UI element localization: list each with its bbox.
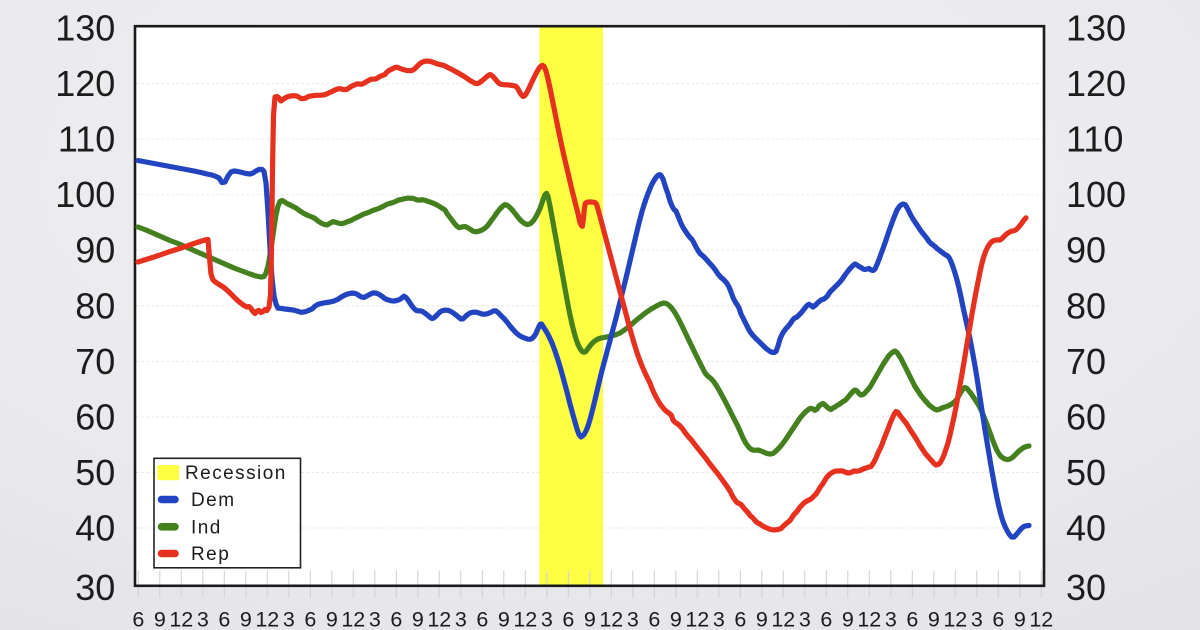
svg-text:9: 9 (842, 608, 854, 630)
svg-text:50: 50 (1066, 452, 1106, 493)
svg-text:40: 40 (75, 508, 115, 549)
svg-text:3: 3 (283, 608, 295, 630)
svg-text:110: 110 (1066, 119, 1123, 160)
svg-text:3: 3 (455, 608, 467, 630)
svg-text:90: 90 (75, 230, 115, 271)
svg-text:120: 120 (1066, 63, 1126, 104)
svg-text:9: 9 (154, 608, 166, 630)
svg-text:3: 3 (799, 608, 811, 630)
svg-text:6: 6 (476, 608, 488, 630)
svg-text:3: 3 (971, 608, 983, 630)
svg-text:12: 12 (255, 608, 279, 630)
svg-text:130: 130 (1066, 8, 1126, 49)
svg-text:80: 80 (75, 285, 115, 326)
svg-text:6: 6 (906, 608, 918, 630)
svg-text:9: 9 (670, 608, 682, 630)
svg-text:60: 60 (1066, 396, 1106, 437)
svg-text:12: 12 (857, 608, 881, 630)
svg-text:6: 6 (734, 608, 746, 630)
svg-text:100: 100 (55, 174, 115, 215)
svg-text:12: 12 (169, 608, 193, 630)
svg-text:40: 40 (1066, 508, 1106, 549)
svg-text:6: 6 (562, 608, 574, 630)
svg-text:9: 9 (928, 608, 940, 630)
svg-text:3: 3 (197, 608, 209, 630)
svg-text:6: 6 (992, 608, 1004, 630)
svg-text:6: 6 (132, 608, 144, 630)
svg-text:12: 12 (685, 608, 709, 630)
svg-text:3: 3 (541, 608, 553, 630)
svg-text:Rep: Rep (191, 544, 230, 565)
svg-text:12: 12 (943, 608, 967, 630)
svg-text:30: 30 (1066, 567, 1106, 608)
svg-text:90: 90 (1066, 230, 1106, 271)
svg-text:120: 120 (55, 63, 115, 104)
svg-text:30: 30 (75, 567, 115, 608)
svg-text:70: 70 (1066, 341, 1106, 382)
svg-text:9: 9 (584, 608, 596, 630)
svg-text:6: 6 (648, 608, 660, 630)
svg-text:3: 3 (713, 608, 725, 630)
svg-text:9: 9 (240, 608, 252, 630)
svg-text:12: 12 (513, 608, 537, 630)
svg-text:6: 6 (820, 608, 832, 630)
svg-text:6: 6 (390, 608, 402, 630)
svg-text:12: 12 (341, 608, 365, 630)
svg-text:9: 9 (326, 608, 338, 630)
svg-text:70: 70 (75, 341, 115, 382)
svg-text:12: 12 (599, 608, 623, 630)
svg-text:9: 9 (756, 608, 768, 630)
svg-text:9: 9 (498, 608, 510, 630)
svg-text:100: 100 (1066, 174, 1126, 215)
svg-text:60: 60 (75, 396, 115, 437)
svg-text:3: 3 (627, 608, 639, 630)
svg-text:110: 110 (58, 119, 115, 160)
svg-text:9: 9 (1014, 608, 1026, 630)
svg-text:12: 12 (427, 608, 451, 630)
svg-text:6: 6 (218, 608, 230, 630)
svg-text:12: 12 (771, 608, 795, 630)
svg-text:Dem: Dem (191, 490, 235, 511)
svg-text:3: 3 (369, 608, 381, 630)
svg-text:3: 3 (885, 608, 897, 630)
svg-text:130: 130 (55, 8, 115, 49)
svg-text:50: 50 (75, 452, 115, 493)
svg-text:Recession: Recession (185, 463, 287, 484)
svg-text:12: 12 (1029, 608, 1053, 630)
svg-text:Ind: Ind (191, 517, 222, 538)
svg-text:80: 80 (1066, 285, 1106, 326)
svg-text:9: 9 (412, 608, 424, 630)
svg-text:6: 6 (304, 608, 316, 630)
